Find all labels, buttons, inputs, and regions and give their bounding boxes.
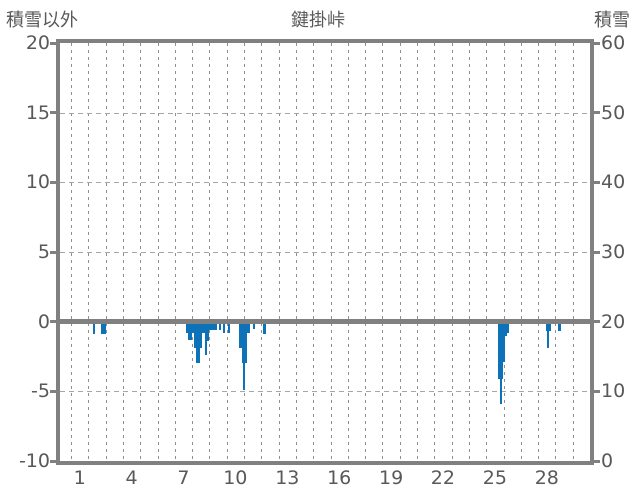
x-axis-tick-label: 22 <box>430 467 455 489</box>
right-axis-tick <box>594 389 600 393</box>
data-bar <box>211 321 217 331</box>
left-axis-tick-label: 10 <box>25 171 50 194</box>
data-bar <box>558 321 561 332</box>
left-axis-tick-label: 20 <box>25 32 50 54</box>
data-bar <box>208 321 212 331</box>
chart-title: 鍵掛峠 <box>291 10 345 31</box>
left-axis-tick-label: -5 <box>31 380 50 403</box>
data-bar <box>503 321 505 363</box>
value-gridline <box>60 252 590 253</box>
x-axis-tick-label: 7 <box>177 467 190 489</box>
data-bar <box>223 321 226 333</box>
data-bar <box>549 321 551 332</box>
right-axis-tick <box>594 320 600 324</box>
right-axis-tick-label: 30 <box>601 241 626 263</box>
data-bar <box>228 321 231 333</box>
data-bar <box>546 321 550 349</box>
right-axis-tick <box>594 250 600 254</box>
data-bar <box>202 321 205 333</box>
data-bar <box>241 321 244 364</box>
left-axis-title: 積雪以外 <box>6 10 78 31</box>
left-axis-tick-label: 15 <box>25 101 50 124</box>
x-axis-tick-label: 28 <box>534 467 559 489</box>
data-bar <box>263 321 266 335</box>
data-bar <box>545 321 547 332</box>
right-axis-tick-label: 0 <box>601 450 614 472</box>
x-axis-tick-label: 10 <box>223 467 248 489</box>
data-bar <box>191 321 195 333</box>
right-axis-tick <box>594 459 600 463</box>
data-bar <box>196 321 200 364</box>
data-bar <box>199 321 203 349</box>
x-axis-tick-label: 16 <box>327 467 352 489</box>
left-axis-tick <box>50 111 56 115</box>
x-axis-tick-label: 13 <box>275 467 300 489</box>
data-bar <box>244 321 248 364</box>
data-bar <box>204 321 207 356</box>
zero-axis-line <box>60 319 590 325</box>
data-bar <box>185 321 189 333</box>
right-axis-tick-label: 10 <box>601 380 626 403</box>
right-axis-title: 積雪 <box>594 10 630 31</box>
value-gridline <box>60 182 590 184</box>
left-axis-tick-label: -10 <box>18 450 50 472</box>
value-gridline <box>60 391 590 393</box>
value-gridline <box>60 112 590 114</box>
data-bar <box>504 321 508 336</box>
data-bar <box>507 321 509 333</box>
x-axis-tick-label: 19 <box>379 467 404 489</box>
x-axis-tick-label: 1 <box>73 467 86 489</box>
right-axis-tick-label: 20 <box>601 310 626 333</box>
data-bar <box>100 321 106 335</box>
data-bar <box>93 321 96 335</box>
data-bar <box>502 321 504 379</box>
x-axis-tick-label: 25 <box>482 467 507 489</box>
data-bar <box>253 321 256 329</box>
left-axis-tick <box>50 459 56 463</box>
left-axis-tick-label: 0 <box>37 310 50 333</box>
right-axis-tick-label: 40 <box>601 171 626 194</box>
data-bar <box>194 321 197 349</box>
left-axis-tick <box>50 41 56 45</box>
data-bar <box>219 321 222 331</box>
right-axis-tick <box>594 41 600 45</box>
right-axis-tick <box>594 180 600 184</box>
data-bar <box>238 321 242 349</box>
right-axis-tick-label: 50 <box>601 101 626 124</box>
data-bar <box>243 321 245 390</box>
right-axis-tick <box>594 111 600 115</box>
x-axis-tick-label: 4 <box>125 467 138 489</box>
left-axis-tick <box>50 250 56 254</box>
left-axis-tick <box>50 180 56 184</box>
data-bar <box>206 321 209 342</box>
left-axis-tick-label: 5 <box>37 241 50 263</box>
data-bar <box>499 321 503 404</box>
left-axis-tick <box>50 320 56 324</box>
data-bar <box>188 321 192 340</box>
plot-area <box>60 43 590 461</box>
left-axis-tick <box>50 389 56 393</box>
data-bar <box>497 321 500 379</box>
data-bar <box>247 321 250 333</box>
right-axis-tick-label: 60 <box>601 32 626 54</box>
